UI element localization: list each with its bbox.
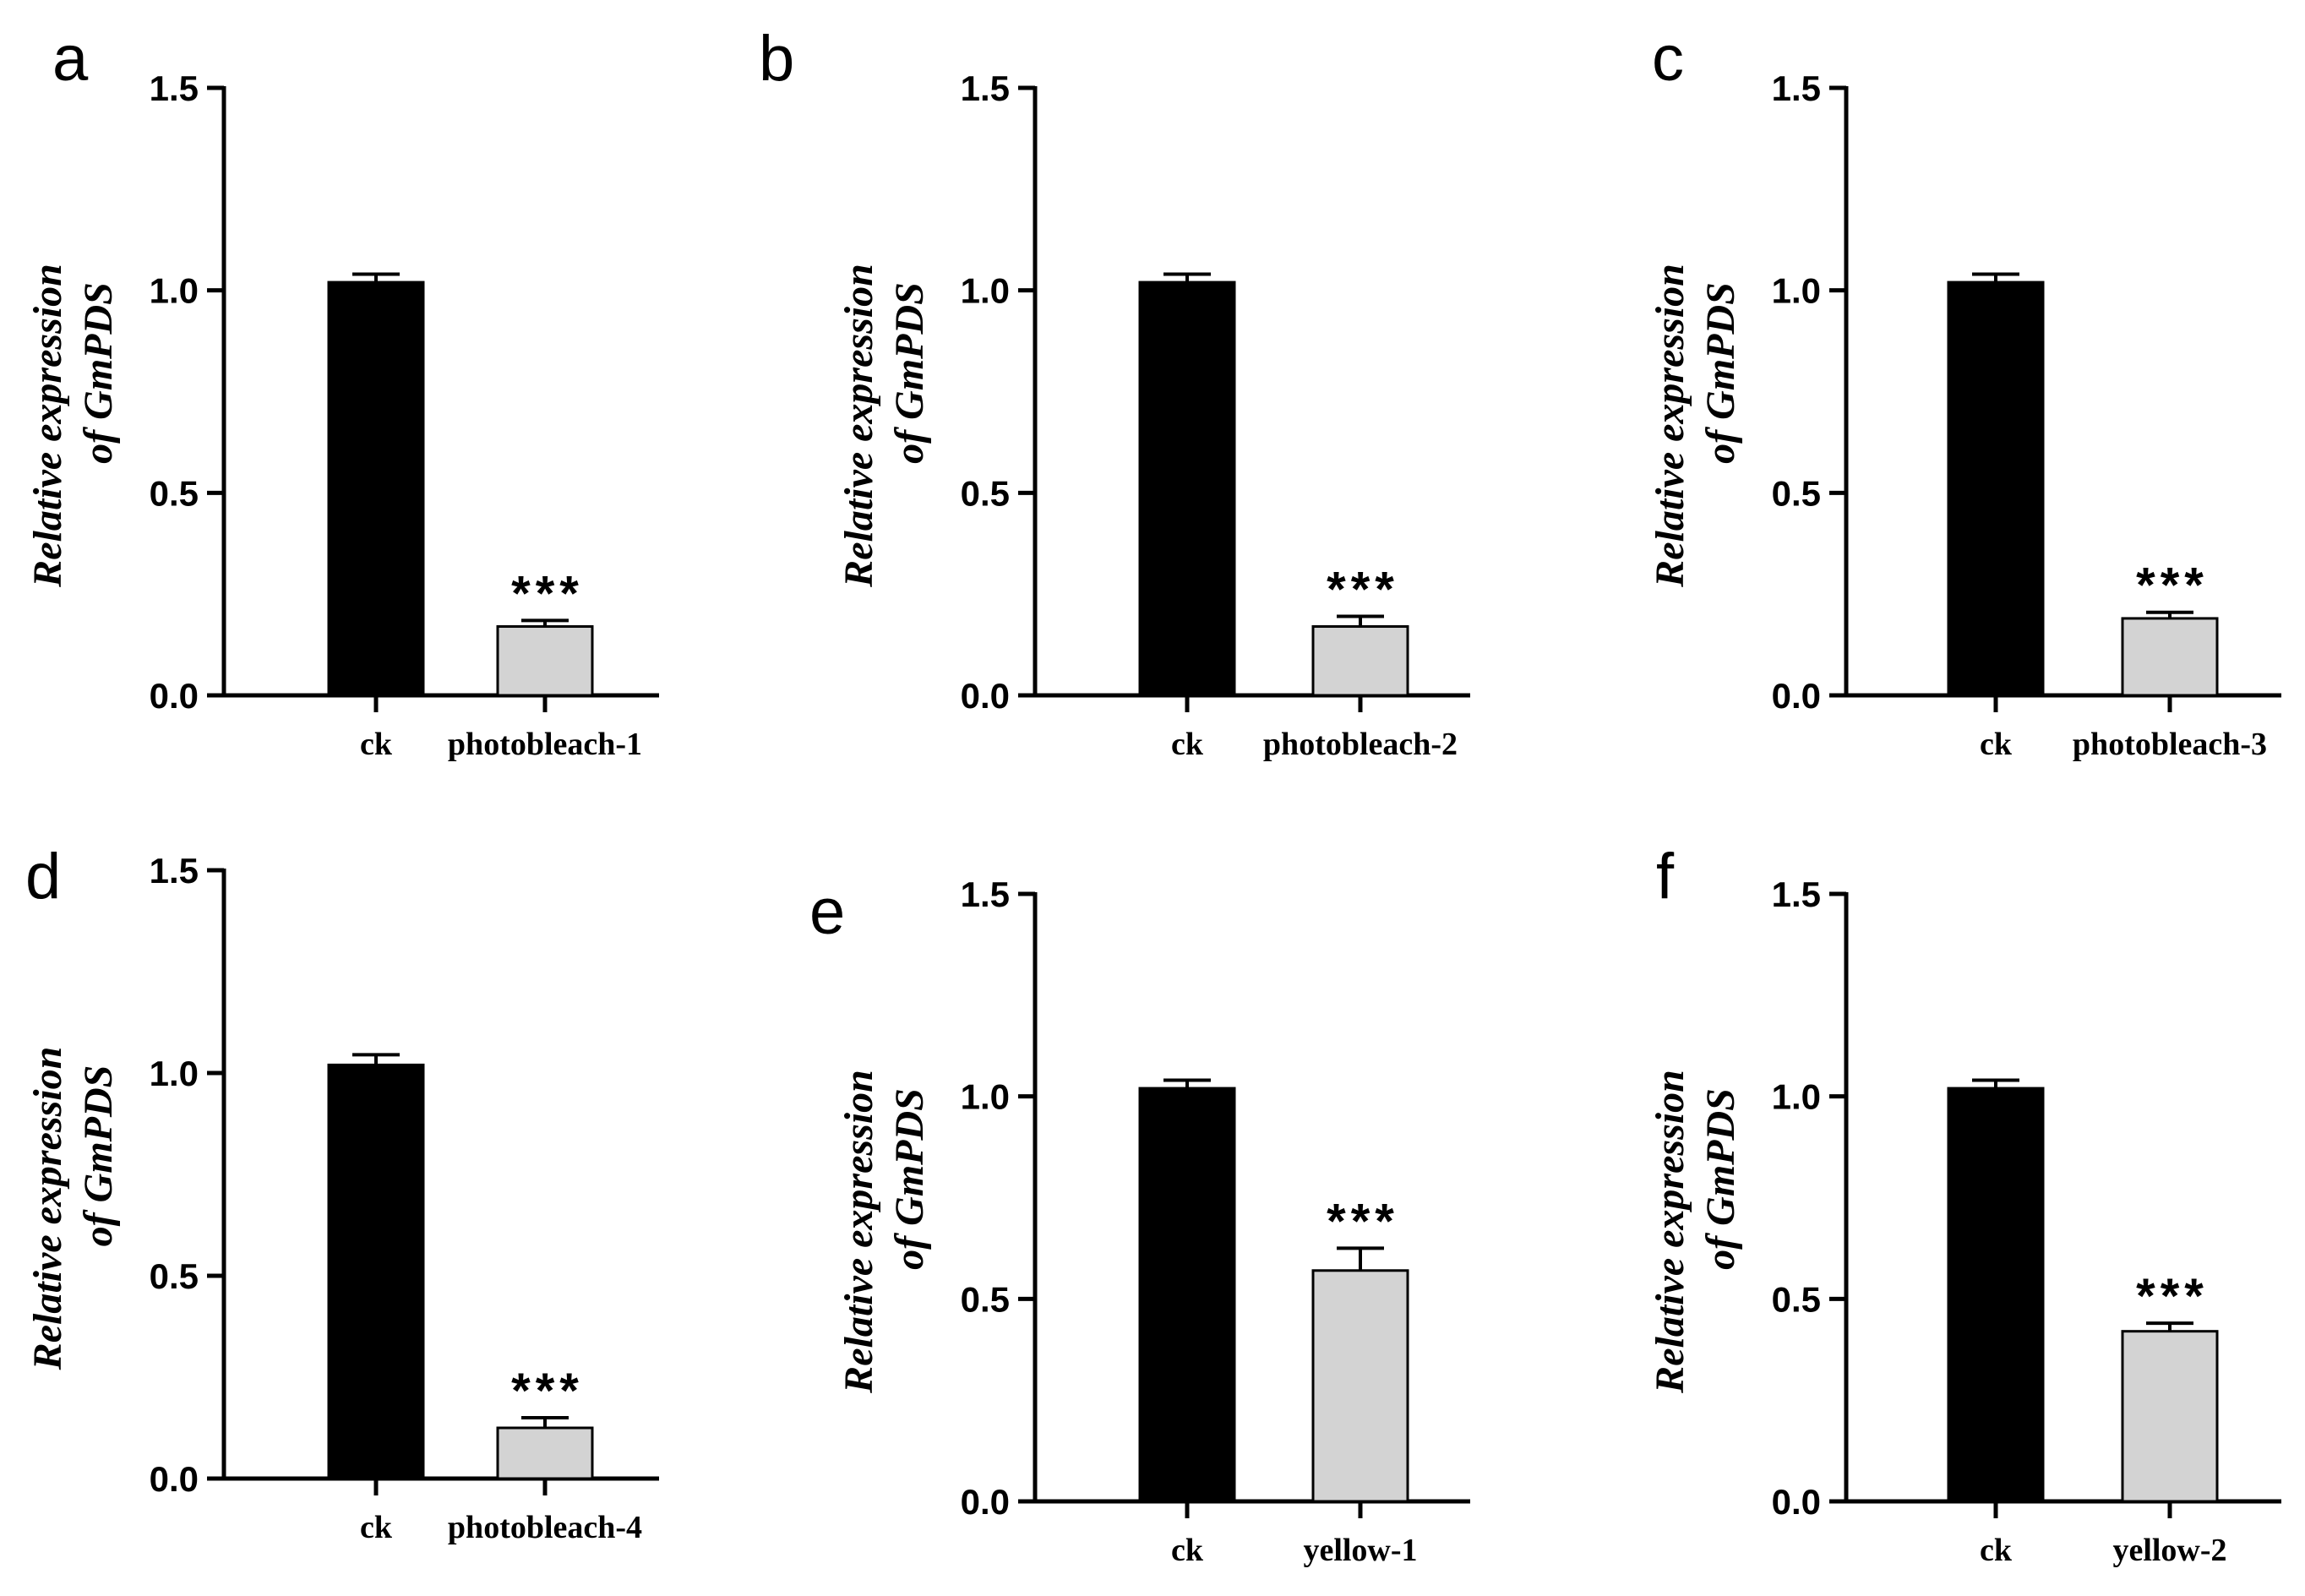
y-axis-label-line1: Relative expression — [25, 264, 70, 588]
bar-ck — [1947, 281, 2045, 697]
y-axis-label-line2: of GmPDS — [887, 1088, 932, 1270]
y-tick-label: 1.5 — [1772, 874, 1821, 914]
panel-letter: a — [52, 23, 89, 95]
x-category-label: photobleach-3 — [2073, 727, 2267, 762]
significance-label: *** — [1327, 563, 1399, 618]
panel-letter: c — [1652, 23, 1684, 95]
y-tick-label: 1.0 — [1772, 271, 1821, 311]
bar-yellow-1 — [1311, 1269, 1409, 1503]
panel-a: a 0.0 0.5 1.0 1.5 Relative expression of GmPDS… — [25, 23, 659, 762]
x-category-label: yellow-1 — [1303, 1533, 1417, 1568]
x-category-label: ck — [1171, 1533, 1204, 1568]
y-axis-label-line1: Relative expression — [836, 1070, 881, 1394]
y-tick-label: 0.5 — [1772, 1279, 1821, 1319]
y-axis-label-line2: of GmPDS — [1698, 282, 1743, 464]
y-tick-label: 1.0 — [1772, 1077, 1821, 1117]
x-category-label: ck — [360, 727, 393, 762]
panel-letter: f — [1656, 841, 1675, 912]
significance-label: *** — [2136, 558, 2209, 613]
panel-b: b 0.0 0.5 1.0 1.5 Relative expression of GmPDS… — [759, 23, 1470, 762]
bar-ck — [1138, 1087, 1236, 1503]
bar-photobleach-3 — [2121, 617, 2219, 697]
y-tick-label: 1.5 — [150, 851, 199, 891]
y-tick-label: 0.0 — [1772, 676, 1821, 716]
y-tick-label: 1.0 — [150, 1054, 199, 1093]
panel-letter: d — [25, 841, 61, 912]
y-tick-label: 1.5 — [1772, 68, 1821, 108]
y-axis-label-line2: of GmPDS — [887, 282, 932, 464]
y-tick-label: 1.5 — [961, 68, 1010, 108]
x-category-label: photobleach-2 — [1263, 727, 1458, 762]
significance-label: *** — [511, 566, 584, 621]
y-axis-label-line2: of GmPDS — [76, 1065, 121, 1247]
y-tick-label: 0.0 — [150, 676, 199, 716]
bar-ck — [1947, 1087, 2045, 1503]
bar-photobleach-2 — [1311, 625, 1409, 697]
x-category-label: ck — [1980, 727, 2013, 762]
y-axis-label-line1: Relative expression — [25, 1047, 70, 1371]
y-tick-label: 1.0 — [150, 271, 199, 311]
x-category-label: photobleach-4 — [448, 1510, 642, 1545]
panel-letter: e — [809, 876, 845, 948]
y-axis-label-line1: Relative expression — [1648, 1070, 1692, 1394]
bar-yellow-2 — [2121, 1330, 2219, 1503]
panel-letter: b — [759, 23, 794, 95]
y-axis-label-line1: Relative expression — [1648, 264, 1692, 588]
significance-label: *** — [2136, 1269, 2209, 1324]
y-tick-label: 1.0 — [961, 1077, 1010, 1117]
y-axis-label-line2: of GmPDS — [1698, 1088, 1743, 1270]
y-tick-label: 0.5 — [961, 473, 1010, 513]
x-category-label: yellow-2 — [2112, 1533, 2226, 1568]
bar-photobleach-4 — [496, 1426, 594, 1480]
y-tick-label: 0.0 — [150, 1459, 199, 1499]
bar-photobleach-1 — [496, 625, 594, 697]
y-tick-label: 0.0 — [961, 1482, 1010, 1522]
y-tick-label: 0.0 — [961, 676, 1010, 716]
significance-label: *** — [1327, 1194, 1399, 1249]
x-category-label: photobleach-1 — [448, 727, 642, 762]
panel-d: d 0.0 0.5 1.0 1.5 Relative expression of GmPDS… — [25, 841, 659, 1545]
x-category-label: ck — [1980, 1533, 2013, 1568]
bar-ck — [327, 1063, 425, 1480]
y-tick-label: 0.5 — [150, 473, 199, 513]
y-tick-label: 0.0 — [1772, 1482, 1821, 1522]
panel-c: c 0.0 0.5 1.0 1.5 Relative expression of GmPDS… — [1648, 23, 2281, 762]
significance-label: *** — [511, 1364, 584, 1419]
y-tick-label: 0.5 — [1772, 473, 1821, 513]
x-category-label: ck — [360, 1510, 393, 1545]
panel-f: f 0.0 0.5 1.0 1.5 Relative expression of GmPDS… — [1648, 841, 2281, 1568]
y-axis-label-line2: of GmPDS — [76, 282, 121, 464]
y-tick-label: 0.5 — [961, 1279, 1010, 1319]
y-axis-label-line1: Relative expression — [836, 264, 881, 588]
y-tick-label: 1.0 — [961, 271, 1010, 311]
y-tick-label: 1.5 — [961, 874, 1010, 914]
panel-e: e 0.0 0.5 1.0 1.5 Relative expression of GmPDS… — [809, 874, 1470, 1568]
y-tick-label: 0.5 — [150, 1256, 199, 1296]
y-tick-label: 1.5 — [150, 68, 199, 108]
x-category-label: ck — [1171, 727, 1204, 762]
bar-ck — [1138, 281, 1236, 697]
bar-ck — [327, 281, 425, 697]
